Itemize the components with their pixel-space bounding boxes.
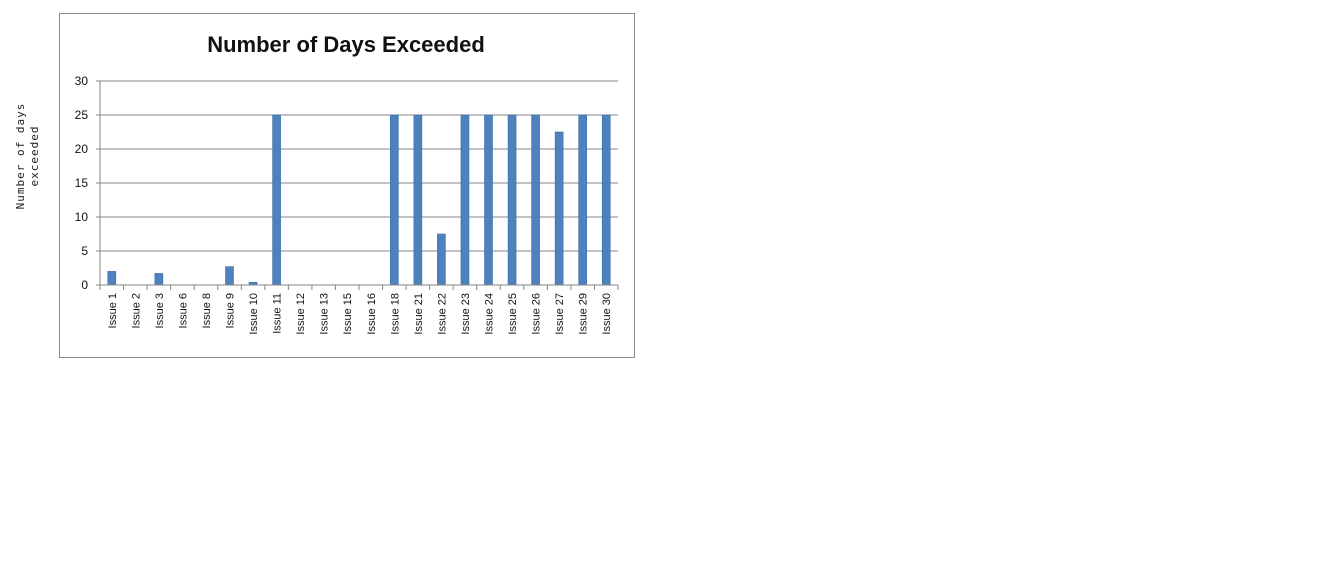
x-tick-label: Issue 15 [342, 293, 354, 335]
x-tick-label: Issue 8 [201, 293, 213, 328]
x-tick-label: Issue 26 [531, 293, 543, 335]
x-tick-label: Issue 12 [295, 293, 307, 335]
y-tick-labels: 0 5 10 15 20 25 30 [75, 74, 89, 292]
bar-issue-9 [225, 266, 234, 286]
x-tick-label: Issue 29 [578, 293, 590, 335]
y-tick-label: 10 [75, 210, 89, 224]
x-tick-label: Issue 30 [601, 293, 613, 335]
x-tick-label: Issue 21 [413, 293, 425, 335]
x-tick-label: Issue 3 [154, 293, 166, 328]
x-tick-label: Issue 11 [272, 293, 284, 334]
y-axis-label: Number of days exceeded [14, 102, 41, 210]
bar-issue-21 [413, 114, 423, 286]
y-tick-label: 30 [75, 74, 89, 88]
bar-issue-25 [507, 114, 517, 286]
bar-issue-11 [272, 114, 281, 286]
x-tick-label: Issue 9 [225, 293, 237, 328]
y-tick-label: 20 [75, 142, 89, 156]
x-tick-label: Issue 18 [389, 293, 401, 335]
y-axis-label-container: Number of days exceeded [0, 80, 56, 240]
bar-issue-1 [107, 271, 117, 286]
x-tick-label: Issue 1 [107, 293, 119, 328]
x-tick-label: Issue 27 [554, 293, 566, 335]
x-tick-label: Issue 6 [177, 293, 189, 328]
y-tick-label: 0 [81, 278, 88, 292]
y-tick-label: 5 [81, 244, 88, 258]
bar-issue-23 [460, 114, 470, 286]
x-tick-labels: Issue 1 Issue 2 Issue 3 Issue 6 Issue 8 Issue… [107, 293, 613, 335]
x-tick-label: Issue 23 [460, 293, 472, 335]
bar-issue-26 [531, 114, 540, 286]
bar-issue-30 [601, 114, 611, 286]
x-tick-label: Issue 25 [507, 293, 519, 335]
x-tick-label: Issue 16 [366, 293, 378, 335]
y-tick-label: 15 [75, 176, 89, 190]
bars [107, 114, 611, 286]
chart-title: Number of Days Exceeded [207, 32, 485, 57]
axes [99, 81, 619, 290]
chart-area: Number of Days Exceeded 0 5 10 15 20 25 30 Iss… [59, 13, 635, 358]
bar-issue-29 [578, 114, 587, 286]
x-tick-label: Issue 24 [484, 293, 496, 335]
x-tick-label: Issue 10 [248, 293, 260, 335]
bar-issue-22 [437, 233, 446, 286]
bar-issue-3 [154, 273, 164, 286]
x-tick-label: Issue 2 [130, 293, 142, 328]
bar-issue-18 [390, 114, 399, 286]
x-tick-label: Issue 22 [436, 293, 448, 335]
y-tick-label: 25 [75, 108, 89, 122]
x-tick-label: Issue 13 [319, 293, 331, 335]
bar-chart: Number of Days Exceeded 0 5 10 15 20 25 30 Iss… [75, 32, 619, 335]
bar-issue-24 [484, 114, 493, 286]
bar-issue-27 [554, 131, 564, 286]
